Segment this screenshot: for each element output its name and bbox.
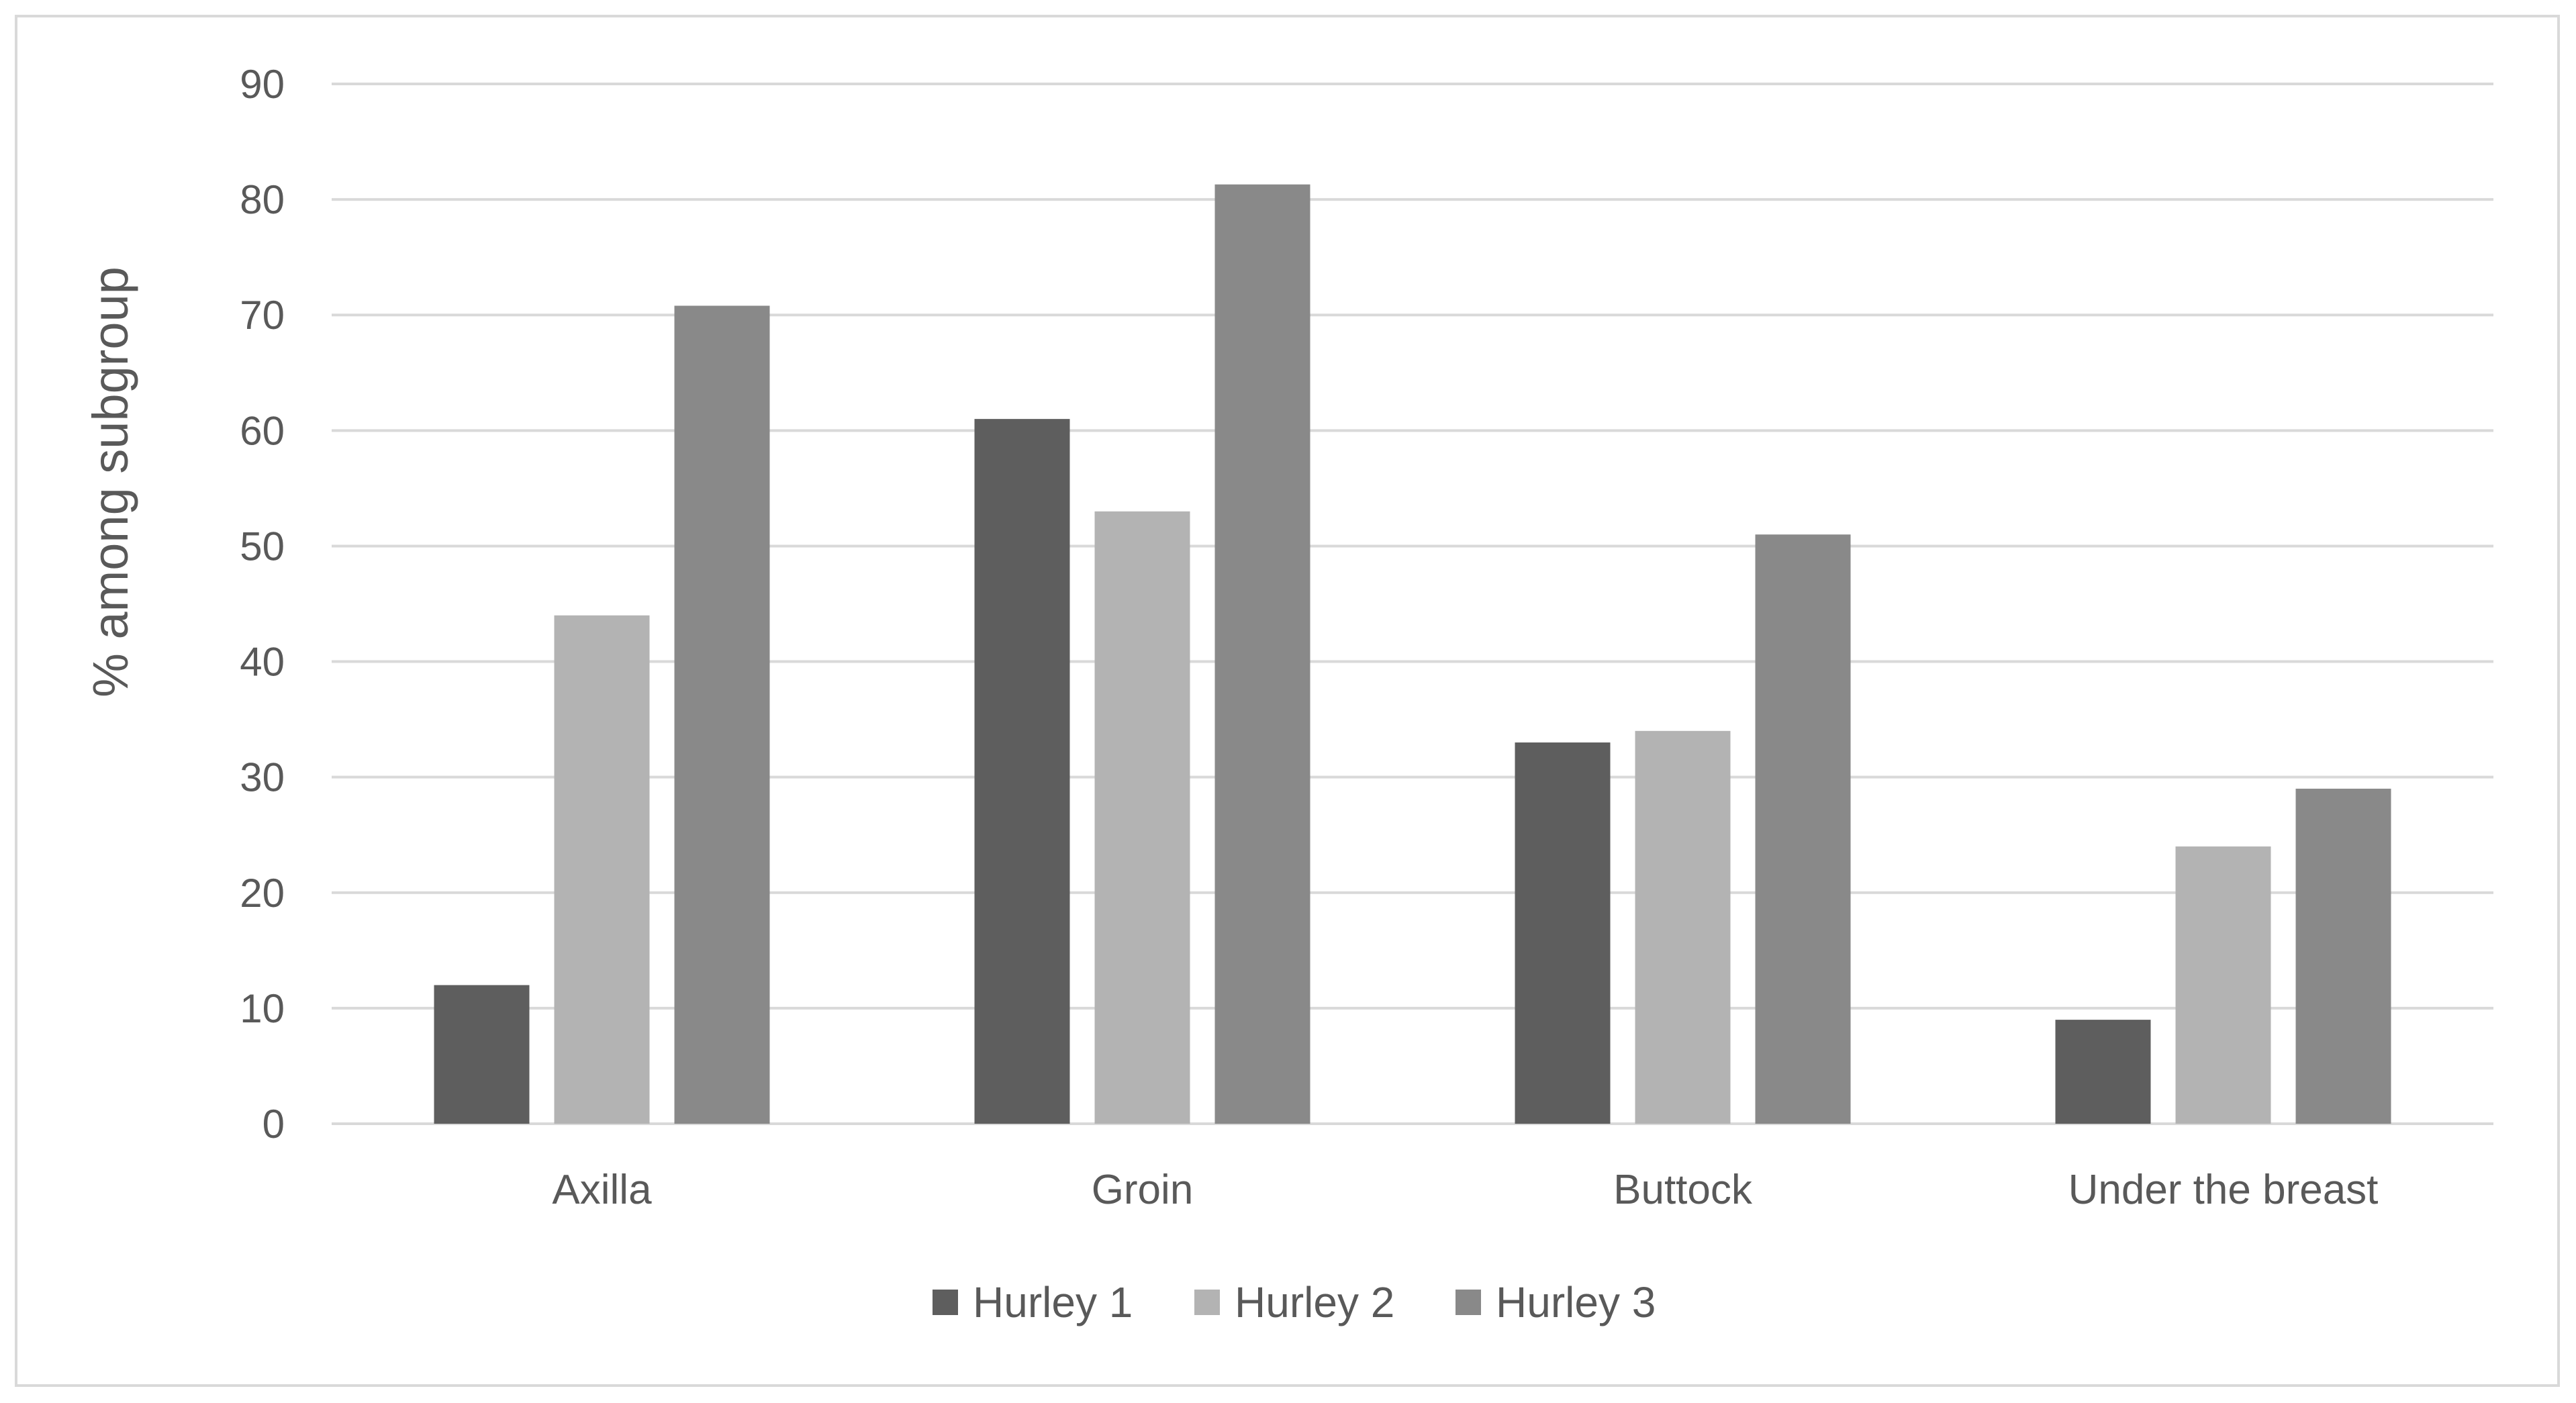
- x-category-label: Axilla: [552, 1167, 652, 1213]
- x-category-label: Groin: [1092, 1167, 1194, 1213]
- y-tick-label: 30: [240, 755, 285, 800]
- bar-axilla-hurley-3: [674, 305, 770, 1124]
- y-tick-label: 10: [240, 986, 285, 1031]
- bar-under-the-breast-hurley-2: [2175, 846, 2271, 1124]
- bar-axilla-hurley-2: [554, 615, 650, 1124]
- y-tick-label: 40: [240, 640, 285, 685]
- y-axis-title: % among subgroup: [83, 267, 138, 697]
- legend-swatch: [933, 1290, 958, 1315]
- y-tick-label: 70: [240, 293, 285, 338]
- y-tick-label: 60: [240, 408, 285, 453]
- x-axis-categories: Axilla Groin Buttock Under the breast: [552, 1167, 2378, 1213]
- x-category-label: Buttock: [1613, 1167, 1753, 1213]
- legend-label: Hurley 2: [1235, 1278, 1394, 1326]
- bar-groin-hurley-3: [1214, 184, 1310, 1124]
- y-tick-label: 20: [240, 871, 285, 916]
- bar-groin-hurley-1: [974, 419, 1070, 1124]
- legend-swatch: [1456, 1290, 1481, 1315]
- bar-groin-hurley-2: [1094, 511, 1190, 1124]
- bar-under-the-breast-hurley-1: [2055, 1020, 2151, 1124]
- y-tick-label: 80: [240, 177, 285, 222]
- y-tick-label: 90: [240, 62, 285, 107]
- bars: [434, 184, 2391, 1124]
- bar-under-the-breast-hurley-3: [2295, 788, 2391, 1124]
- y-tick-label: 50: [240, 524, 285, 569]
- legend-swatch: [1194, 1290, 1220, 1315]
- bar-buttock-hurley-1: [1515, 742, 1611, 1124]
- legend-label: Hurley 3: [1496, 1278, 1656, 1326]
- x-category-label: Under the breast: [2068, 1167, 2379, 1213]
- y-axis-ticks: 0 10 20 30 40 50 60 70 80 90: [240, 62, 285, 1147]
- bar-buttock-hurley-3: [1755, 534, 1851, 1124]
- gridlines: [332, 83, 2493, 1125]
- bar-axilla-hurley-1: [434, 985, 530, 1124]
- y-tick-label: 0: [263, 1102, 285, 1147]
- legend: Hurley 1 Hurley 2 Hurley 3: [933, 1278, 1656, 1326]
- legend-label: Hurley 1: [973, 1278, 1133, 1326]
- bar-buttock-hurley-2: [1635, 730, 1731, 1124]
